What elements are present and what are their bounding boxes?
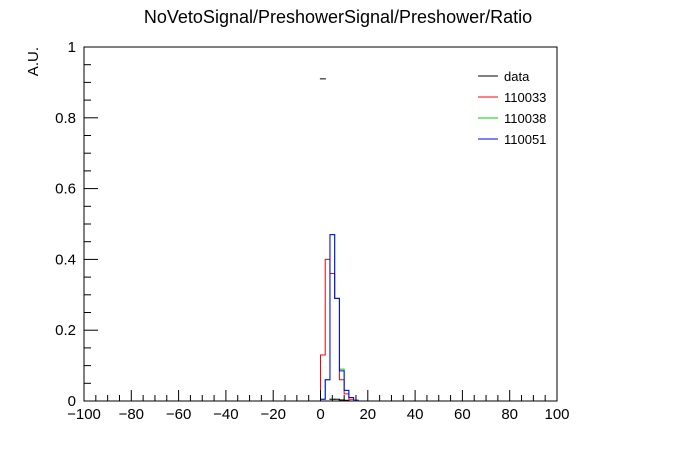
- y-tick-label: 1: [68, 39, 76, 56]
- x-tick-label: −20: [260, 406, 285, 423]
- legend-label-110038: 110038: [504, 111, 546, 126]
- legend-label-110033: 110033: [504, 90, 546, 105]
- x-tick-label: −60: [166, 406, 191, 423]
- chart-title: NoVetoSignal/PreshowerSignal/Preshower/R…: [144, 7, 532, 27]
- y-tick-label: 0: [68, 393, 76, 410]
- x-tick-label: 60: [454, 406, 471, 423]
- y-tick-label: 0.4: [55, 251, 76, 268]
- x-tick-label: 80: [501, 406, 518, 423]
- legend: data 110033 110038 110051: [478, 69, 546, 147]
- x-tick-label: 20: [359, 406, 376, 423]
- plot-frame: [83, 46, 558, 402]
- y-tick-label: 0.8: [55, 110, 76, 127]
- series-110051-step: [320, 234, 359, 401]
- y-tick-label: 0.6: [55, 181, 76, 198]
- y-axis-title: A.U.: [25, 47, 42, 76]
- y-axis: 0 0.2 0.4 0.6 0.8 1: [55, 39, 98, 410]
- x-tick-label: 40: [407, 406, 424, 423]
- x-tick-label: −40: [213, 406, 238, 423]
- x-tick-label: −80: [119, 406, 144, 423]
- x-tick-label: −100: [67, 406, 101, 423]
- x-tick-label: 0: [316, 406, 324, 423]
- series-layer: [319, 78, 359, 402]
- legend-label-data: data: [504, 69, 530, 84]
- x-tick-label: 100: [544, 406, 569, 423]
- legend-label-110051: 110051: [504, 132, 546, 147]
- x-axis: −100 −80 −60 −40 −20 0 20 40 60 80 100: [67, 390, 570, 423]
- y-tick-label: 0.2: [55, 322, 76, 339]
